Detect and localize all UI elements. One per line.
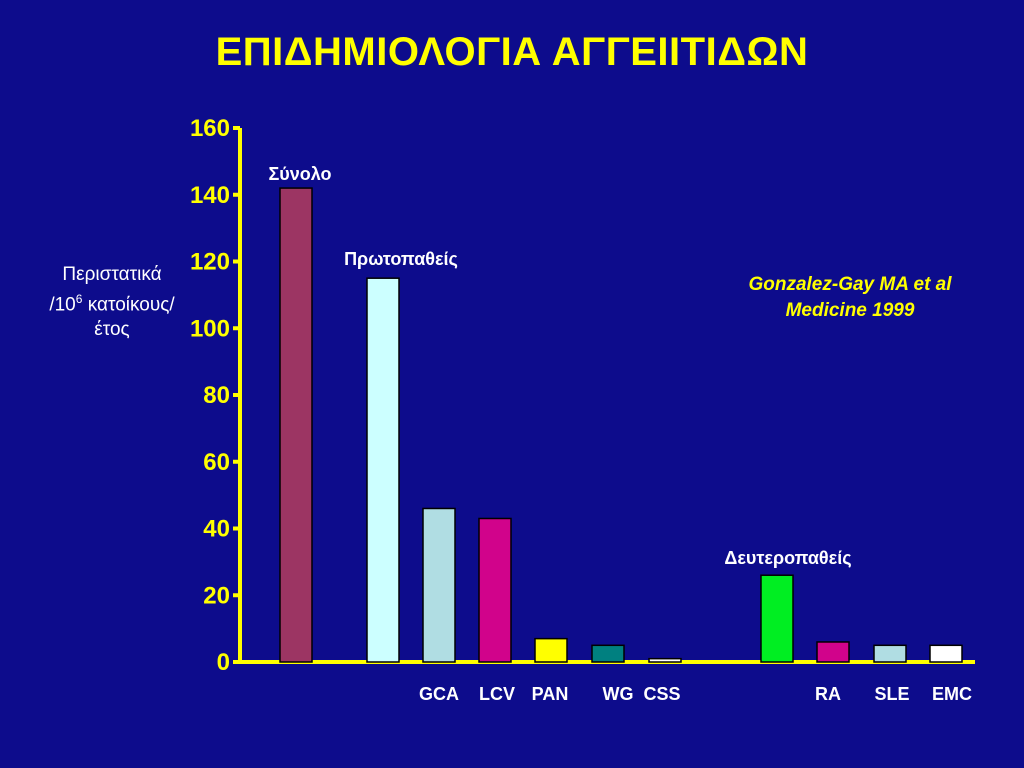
group-annotation: Δευτεροπαθείς [724,548,851,568]
bar [279,187,313,663]
y-axis-label: Περιστατικά /106 κατοίκους/ έτος [22,262,202,342]
x-category-label: SLE [874,684,909,704]
bar [478,517,512,663]
y-tick-label: 20 [203,582,230,609]
x-category-label: CSS [643,684,680,704]
y-tick-label: 100 [190,315,230,342]
y-tick-label: 160 [190,115,230,142]
chart-title: ΕΠΙΔΗΜΙΟΛΟΓΙΑ ΑΓΓΕΙΙΤΙΔΩΝ [215,30,809,74]
y-tick-label: 60 [203,449,230,476]
citation: Gonzalez-Gay MA et al Medicine 1999 [700,272,1000,324]
y-tick-label: 40 [203,516,230,543]
bar [648,657,682,663]
x-category-label: EMC [932,684,972,704]
bar [534,637,568,663]
y-axis-label-line2b: κατοίκους/ [82,294,175,316]
citation-line1: Gonzalez-Gay MA et al [748,274,952,295]
y-tick-label: 0 [217,649,230,676]
x-category-label: WG [603,684,634,704]
bar [366,277,400,663]
bar [816,641,850,663]
citation-line2: Medicine 1999 [785,300,915,321]
x-category-label: RA [815,684,841,704]
y-axis-label-line3: έτος [94,319,130,341]
bar [873,644,907,663]
x-category-label: GCA [419,684,459,704]
bar [929,644,963,663]
y-tick-label: 120 [190,249,230,276]
y-tick-label: 80 [203,382,230,409]
x-category-label: PAN [532,684,569,704]
x-category-label: LCV [479,684,515,704]
y-tick-label: 140 [190,182,230,209]
y-axis-label-line2a: /10 [49,294,76,316]
bar [591,644,625,663]
y-axis-label-exponent: 6 [75,292,83,306]
group-annotation: Πρωτοπαθείς [344,249,458,269]
group-annotation: Σύνολο [268,164,331,184]
bar [760,574,794,663]
y-axis-label-line1: Περιστατικά [62,264,162,285]
bar [422,507,456,663]
